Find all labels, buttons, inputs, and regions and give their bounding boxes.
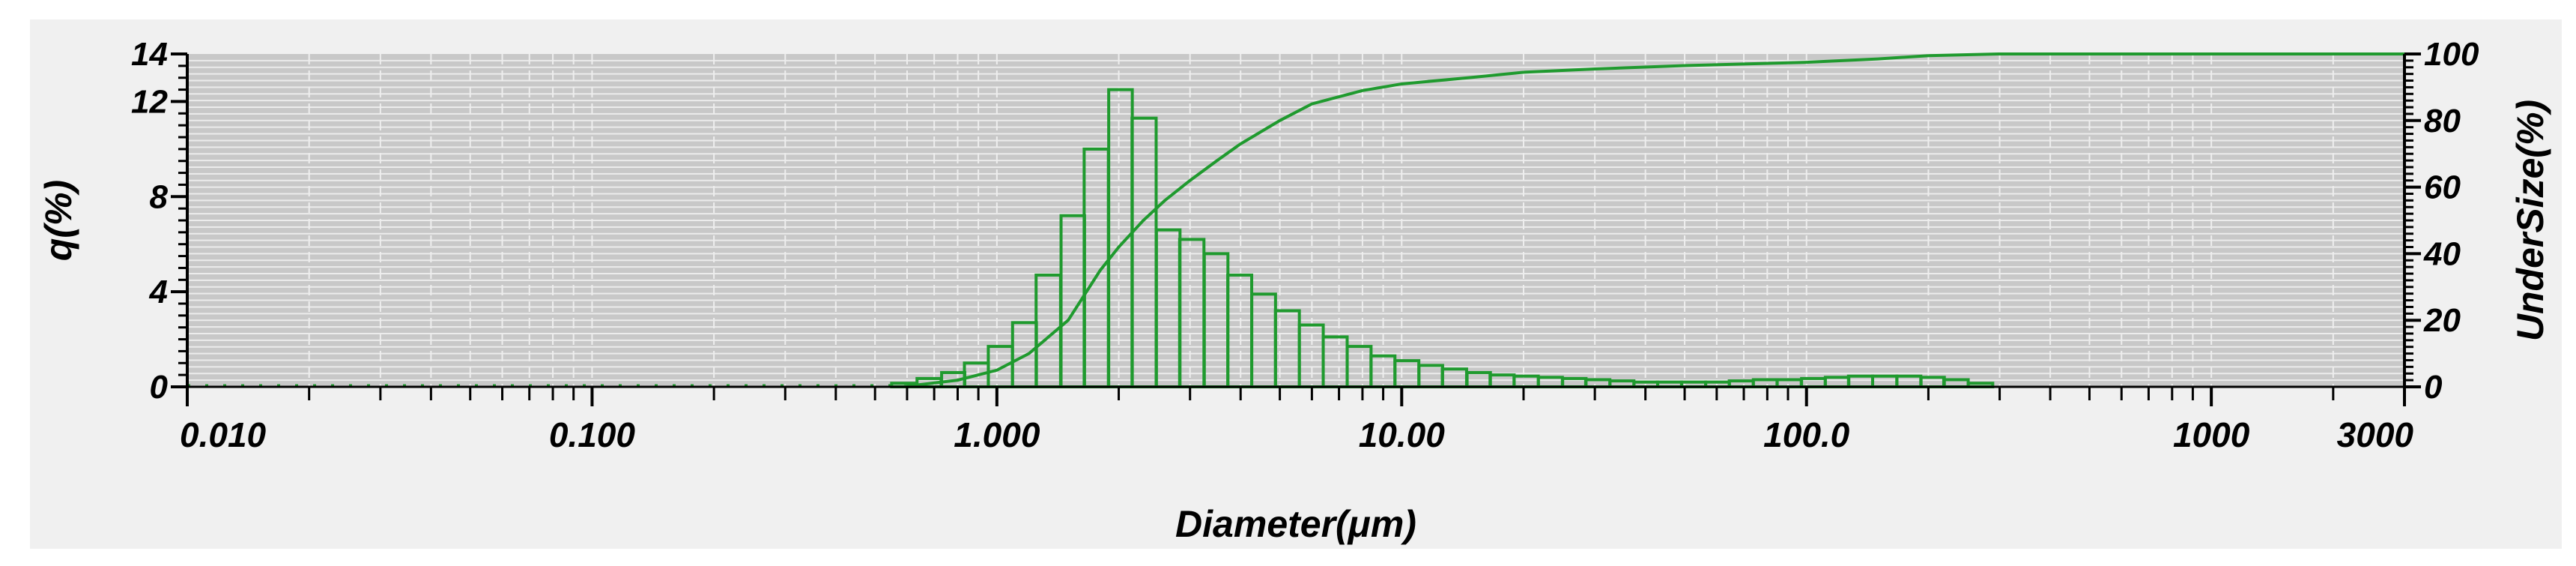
- y-left-axis-title: q(%): [37, 180, 79, 261]
- y-right-tick-label: 100: [2424, 36, 2479, 73]
- y-right-tick-label: 0: [2424, 369, 2443, 406]
- chart-panel: 0 4 8 12 14 0 20 40 60 80 100 0.010 0.100 1.000 10.00 1…: [30, 19, 2562, 549]
- y-right-tick-label: 40: [2423, 235, 2461, 272]
- y-left-tick-label: 14: [131, 36, 168, 73]
- y-left-tick-label: 0: [150, 369, 169, 406]
- y-right-axis-title: UnderSize(%): [2509, 100, 2551, 341]
- x-tick-label: 100.0: [1763, 415, 1850, 454]
- y-left-tick-label: 8: [150, 178, 169, 215]
- x-tick-label: 0.100: [549, 415, 636, 454]
- y-left-tick-label: 4: [149, 274, 168, 310]
- x-tick-label: 1.000: [954, 415, 1040, 454]
- particle-size-chart: 0 4 8 12 14 0 20 40 60 80 100 0.010 0.100 1.000 10.00 1…: [37, 36, 2551, 545]
- grid-lines: [187, 54, 2404, 387]
- y-left-tick-label: 12: [131, 83, 168, 120]
- x-axis-title: Diameter(μm): [1175, 503, 1416, 545]
- y-right-tick-label: 60: [2424, 169, 2461, 206]
- y-right-tick-label: 20: [2423, 302, 2461, 339]
- axis-ticks: 0 4 8 12 14 0 20 40 60 80 100 0.010 0.100 1.000 10.00 1…: [131, 36, 2479, 454]
- x-tick-label: 0.010: [180, 415, 267, 454]
- x-tick-label: 10.00: [1359, 415, 1446, 454]
- histogram-bars: [890, 88, 1995, 389]
- y-right-tick-label: 80: [2424, 103, 2461, 139]
- x-tick-label: 1000: [2173, 415, 2250, 454]
- x-tick-label: 3000: [2337, 415, 2414, 454]
- undersize-line: [903, 52, 2404, 388]
